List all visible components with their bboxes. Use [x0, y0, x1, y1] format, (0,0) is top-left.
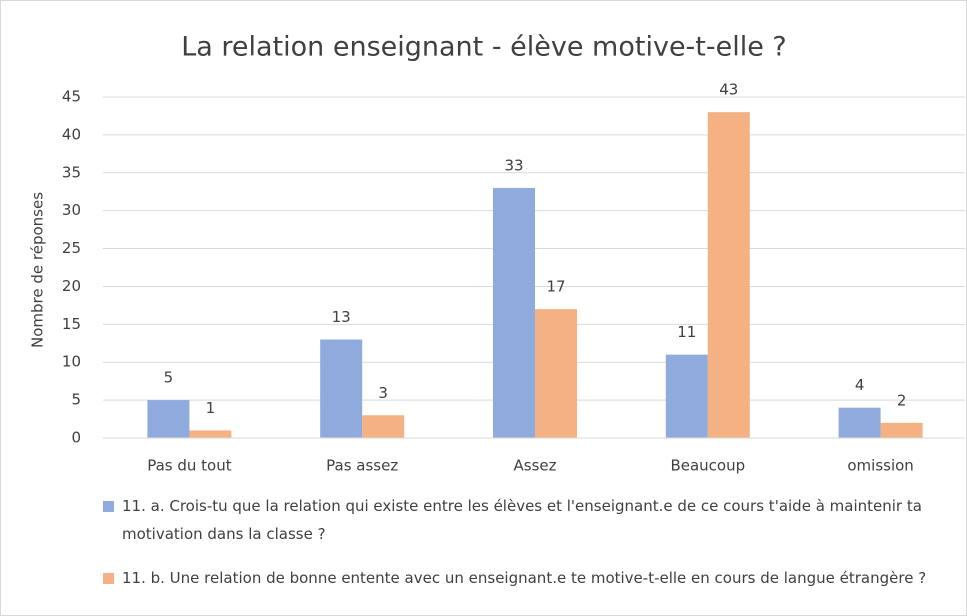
x-tick-label: Beaucoup	[670, 457, 745, 475]
x-tick-label: Pas du tout	[147, 457, 232, 475]
data-label: 3	[378, 384, 388, 402]
y-axis-label: Nombre de réponses	[29, 192, 47, 348]
bar	[189, 430, 232, 438]
bar	[320, 339, 363, 438]
bar	[147, 400, 190, 438]
y-tick-label: 45	[62, 88, 81, 106]
y-tick-label: 5	[71, 391, 81, 409]
data-label: 2	[897, 391, 907, 409]
bar	[665, 354, 708, 438]
y-tick-label: 10	[62, 353, 81, 371]
data-label: 4	[855, 376, 865, 394]
y-tick-label: 15	[62, 315, 81, 333]
legend-label: 11. a. Crois-tu que la relation qui exis…	[122, 497, 922, 543]
legend-item: 11. b. Une relation de bonne entente ave…	[103, 564, 943, 592]
x-tick-label: Assez	[514, 457, 557, 475]
y-tick-label: 25	[62, 239, 81, 257]
data-label: 1	[206, 399, 216, 417]
bar	[493, 187, 535, 438]
data-label: 11	[677, 323, 696, 341]
data-label: 13	[332, 308, 351, 326]
bar	[362, 415, 405, 438]
y-tick-label: 35	[62, 163, 81, 181]
x-tick-label: Pas assez	[326, 457, 398, 475]
bar	[838, 407, 881, 438]
legend-swatch	[103, 501, 114, 512]
bar	[880, 422, 923, 438]
bar	[535, 309, 577, 438]
data-label: 43	[719, 81, 738, 99]
legend-swatch	[103, 573, 114, 584]
x-tick-label: omission	[847, 457, 913, 475]
data-label: 17	[546, 278, 565, 296]
chart-title: La relation enseignant - élève motive-t-…	[181, 32, 787, 63]
data-label: 33	[504, 156, 523, 174]
bar	[707, 112, 750, 439]
legend-item: 11. a. Crois-tu que la relation qui exis…	[103, 492, 943, 548]
y-tick-label: 40	[62, 125, 81, 143]
y-tick-label: 20	[62, 277, 81, 295]
data-label: 5	[164, 369, 174, 387]
y-tick-label: 0	[71, 429, 81, 447]
y-tick-label: 30	[62, 201, 81, 219]
legend-label: 11. b. Une relation de bonne entente ave…	[122, 569, 927, 587]
